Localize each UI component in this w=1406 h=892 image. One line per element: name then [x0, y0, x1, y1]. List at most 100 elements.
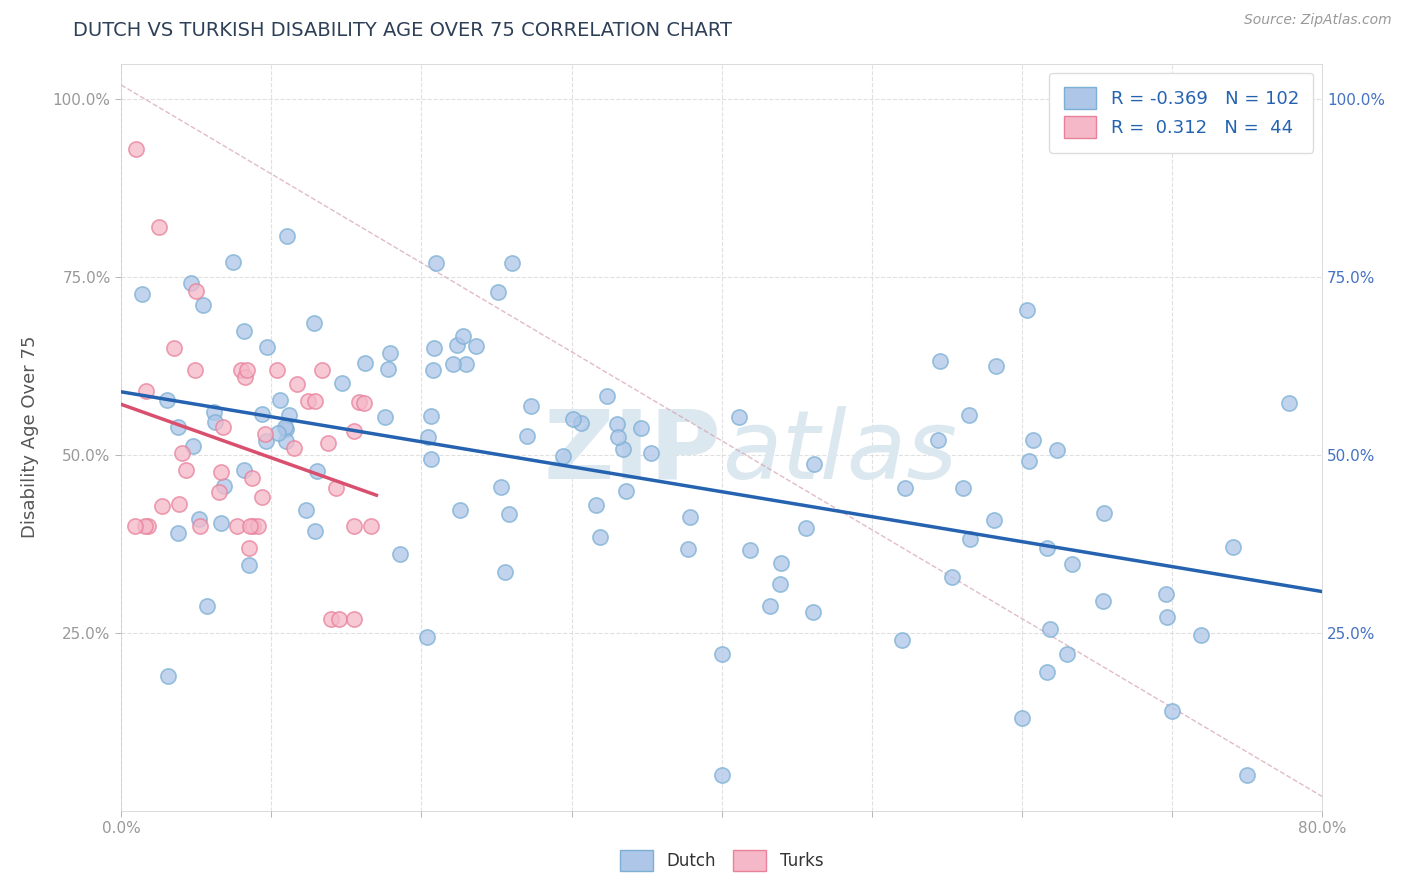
Text: DUTCH VS TURKISH DISABILITY AGE OVER 75 CORRELATION CHART: DUTCH VS TURKISH DISABILITY AGE OVER 75 … [73, 21, 733, 40]
Dutch [302, 316, 325, 330]
Dutch [212, 479, 235, 493]
Dutch [957, 408, 980, 422]
Dutch [416, 430, 439, 444]
Dutch [606, 417, 628, 431]
Dutch [209, 516, 232, 530]
Turks [236, 362, 259, 376]
Dutch [1018, 454, 1040, 468]
Turks [134, 519, 156, 533]
Dutch [759, 599, 782, 613]
Dutch [1092, 594, 1115, 608]
Turks [125, 142, 148, 156]
Dutch [233, 324, 256, 338]
Turks [174, 463, 197, 477]
Dutch [803, 457, 825, 471]
Turks [285, 377, 308, 392]
Dutch [630, 421, 652, 435]
Dutch [354, 356, 377, 370]
Turks [135, 384, 157, 398]
Dutch [516, 428, 538, 442]
Dutch [423, 341, 446, 355]
Turks [124, 519, 146, 533]
Dutch [1036, 541, 1059, 555]
Dutch [420, 452, 443, 467]
Dutch [180, 277, 202, 291]
Turks [163, 341, 186, 355]
Dutch [595, 389, 617, 403]
Dutch [983, 513, 1005, 527]
Dutch [551, 450, 574, 464]
Dutch [941, 570, 963, 584]
Dutch [927, 434, 949, 448]
Turks [297, 394, 319, 409]
Dutch [425, 256, 447, 270]
Turks [169, 497, 191, 511]
Dutch [269, 392, 291, 407]
Turks [311, 362, 333, 376]
Turks [238, 541, 260, 555]
Turks [209, 466, 232, 480]
Dutch [377, 361, 399, 376]
Dutch [495, 566, 517, 580]
Dutch [420, 409, 443, 423]
Turks [184, 362, 207, 376]
Dutch [894, 482, 917, 496]
Dutch [276, 229, 298, 244]
Turks [239, 519, 262, 533]
Turks [242, 470, 264, 484]
Dutch [250, 407, 273, 421]
Dutch [1011, 711, 1033, 725]
Turks [343, 425, 366, 439]
Dutch [520, 399, 543, 413]
Dutch [710, 647, 733, 661]
Dutch [984, 359, 1007, 373]
Turks [283, 441, 305, 455]
Dutch [1277, 396, 1299, 410]
Turks [360, 519, 382, 533]
Dutch [710, 768, 733, 782]
Dutch [640, 445, 662, 459]
Dutch [233, 463, 256, 477]
Dutch [794, 521, 817, 535]
Dutch [676, 542, 699, 557]
Turks [321, 612, 343, 626]
Dutch [456, 357, 478, 371]
Dutch [589, 530, 612, 544]
Dutch [486, 285, 509, 299]
Legend: Dutch, Turks: Dutch, Turks [613, 844, 830, 877]
Dutch [769, 577, 792, 591]
Turks [349, 395, 371, 409]
Turks [229, 362, 252, 376]
Dutch [304, 524, 326, 538]
Text: Source: ZipAtlas.com: Source: ZipAtlas.com [1244, 13, 1392, 28]
Turks [226, 519, 249, 533]
Dutch [607, 430, 630, 444]
Dutch [1189, 628, 1212, 642]
Dutch [501, 256, 523, 270]
Dutch [679, 510, 702, 524]
Dutch [388, 547, 411, 561]
Dutch [464, 339, 486, 353]
Turks [343, 519, 366, 533]
Dutch [571, 416, 593, 430]
Dutch [267, 426, 290, 441]
Dutch [305, 464, 328, 478]
Dutch [928, 354, 950, 368]
Dutch [1062, 558, 1084, 572]
Dutch [202, 405, 225, 419]
Turks [353, 396, 375, 410]
Dutch [222, 255, 245, 269]
Dutch [801, 605, 824, 619]
Dutch [446, 337, 468, 351]
Dutch [959, 532, 981, 546]
Dutch [612, 442, 634, 456]
Dutch [274, 434, 297, 449]
Dutch [1022, 434, 1045, 448]
Dutch [380, 346, 402, 360]
Text: atlas: atlas [721, 406, 956, 499]
Turks [150, 499, 173, 513]
Dutch [416, 630, 439, 644]
Dutch [769, 556, 792, 570]
Turks [304, 394, 326, 409]
Dutch [1156, 610, 1178, 624]
